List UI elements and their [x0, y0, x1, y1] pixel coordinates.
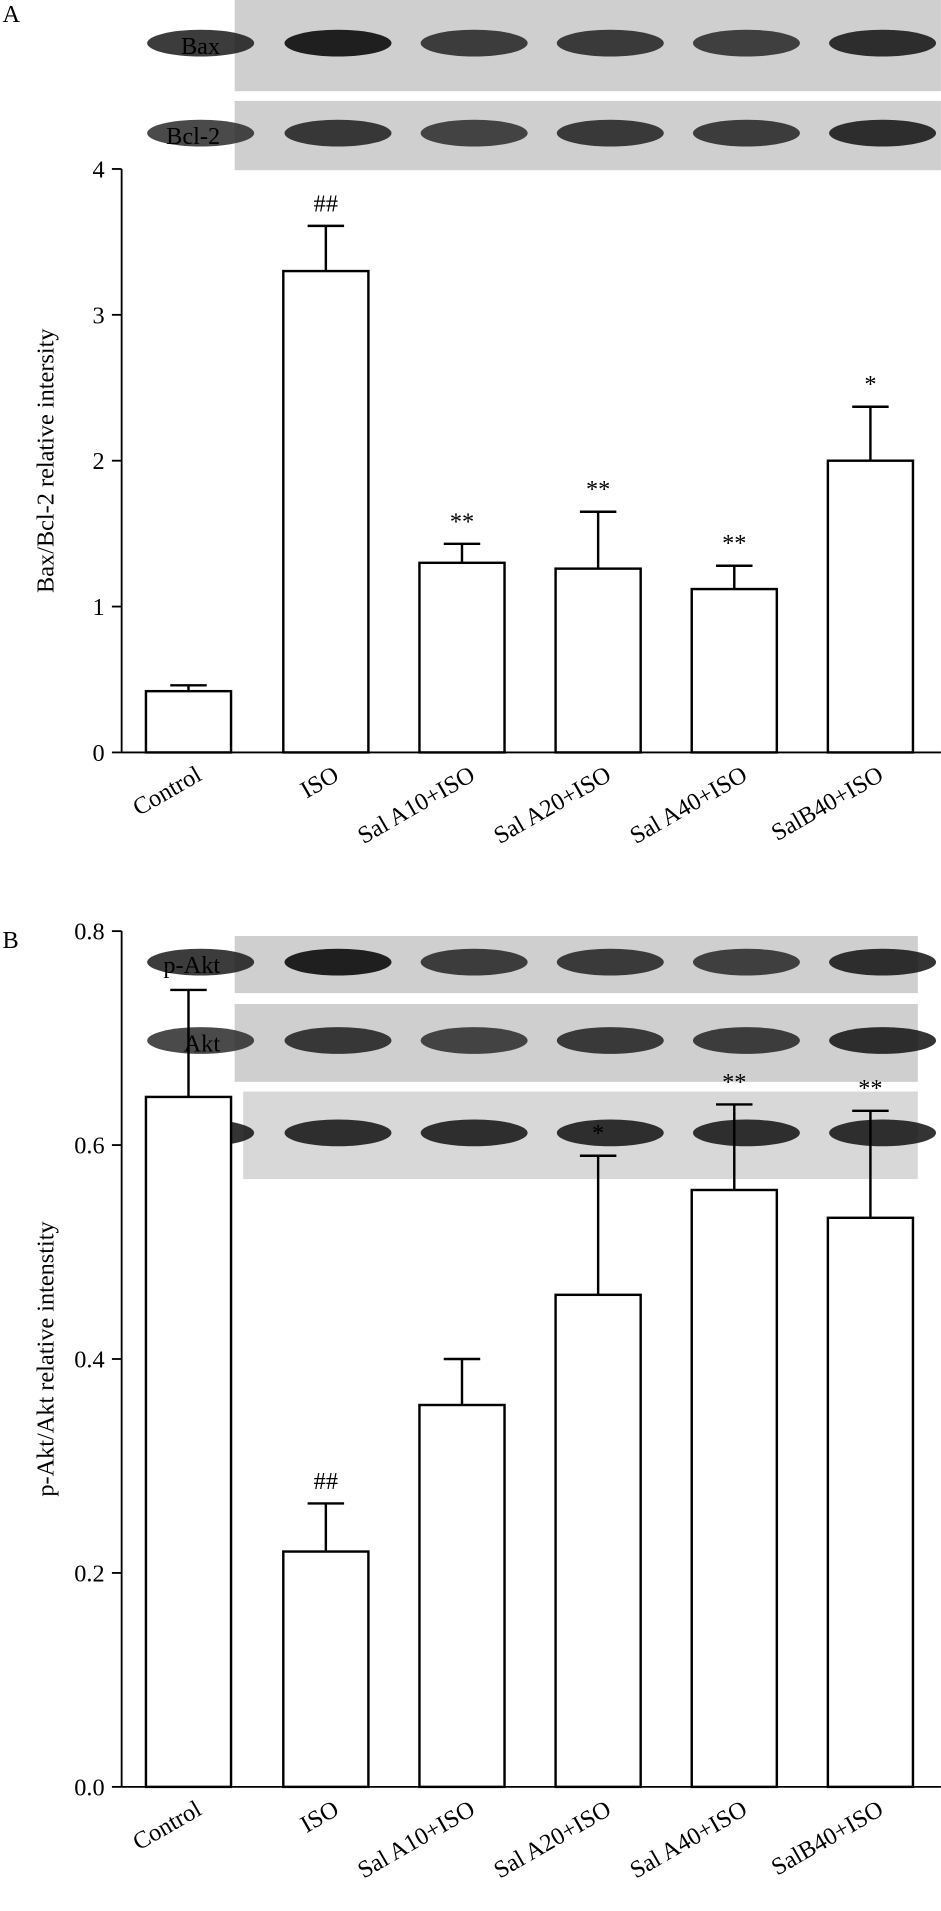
x-tick-label: Sal A40+ISO [625, 1795, 752, 1884]
x-tick-label: SalB40+ISO [767, 761, 888, 847]
significance-label: ** [450, 508, 474, 535]
blot-band [284, 1119, 392, 1147]
y-tick-label: 3 [92, 302, 104, 329]
y-axis-label: Bax/Bcl-2 relative intersity [33, 328, 60, 593]
blot-band [420, 29, 528, 57]
blot-label: Bax [181, 33, 220, 60]
x-tick-label: ISO [296, 1795, 343, 1838]
blot-band [829, 119, 937, 147]
y-tick-label: 0.0 [74, 1774, 104, 1801]
blot-band [420, 1027, 528, 1054]
significance-label: ** [586, 476, 610, 503]
bar [418, 1403, 506, 1789]
blot-band [420, 948, 528, 976]
panel-label: B [3, 927, 19, 954]
significance-label: * [864, 371, 876, 398]
blot-label: p-Akt [163, 952, 220, 979]
x-tick-label: Control [128, 761, 206, 822]
y-tick-label: 0.6 [74, 1133, 104, 1160]
blot-band [284, 948, 392, 976]
blot-band [556, 29, 664, 57]
y-tick-label: 0 [92, 740, 104, 767]
blot-band [556, 119, 664, 147]
blot-band [692, 119, 800, 147]
blot-band [556, 948, 664, 976]
y-tick-label: 2 [92, 448, 104, 475]
bar [690, 587, 779, 754]
x-tick-label: SalB40+ISO [767, 1795, 888, 1881]
y-tick-label: 1 [92, 594, 104, 621]
x-tick-label: Control [128, 1795, 206, 1856]
x-tick-label: ISO [296, 761, 343, 804]
bar [282, 1550, 370, 1789]
significance-label: ** [722, 1069, 746, 1096]
blot-band [692, 1027, 800, 1054]
blot-band [829, 29, 937, 57]
bar [826, 1216, 915, 1789]
blot-label: Bcl-2 [166, 123, 220, 150]
bar [418, 561, 506, 754]
x-tick-label: Sal A20+ISO [489, 761, 616, 850]
bar [282, 269, 370, 754]
blot-band [147, 29, 255, 57]
blot-band [556, 1027, 664, 1054]
bar [144, 1095, 233, 1789]
bar [690, 1188, 779, 1789]
blot-band [147, 948, 255, 976]
blot-band [692, 29, 800, 57]
panel-label: A [3, 1, 21, 28]
y-tick-label: 0.8 [74, 919, 104, 946]
x-tick-label: Sal A10+ISO [353, 761, 480, 850]
x-tick-label: Sal A20+ISO [489, 1795, 616, 1884]
blot-band [556, 1119, 664, 1147]
x-tick-label: Sal A10+ISO [353, 1795, 480, 1884]
bar [554, 567, 642, 754]
significance-label: ## [314, 1468, 338, 1495]
blot-band [829, 1119, 937, 1147]
y-axis-label: p-Akt/Akt relative intenstity [33, 1220, 60, 1496]
blot-band [420, 1119, 528, 1147]
significance-label: ** [722, 530, 746, 557]
blot-band [829, 1027, 937, 1054]
blot-band [284, 119, 392, 147]
blot-band [147, 1027, 255, 1054]
blot-band [284, 29, 392, 57]
y-tick-label: 0.4 [74, 1347, 104, 1374]
blot-band [147, 119, 255, 147]
blot-band [284, 1027, 392, 1054]
blot-label: Akt [184, 1030, 221, 1057]
blot-band [829, 948, 937, 976]
blot-band [692, 1119, 800, 1147]
bar [144, 689, 233, 754]
blot-band [420, 119, 528, 147]
x-tick-label: Sal A40+ISO [625, 761, 752, 850]
y-tick-label: 4 [92, 156, 104, 183]
bar [554, 1293, 642, 1789]
significance-label: ## [314, 190, 338, 217]
significance-label: ** [858, 1075, 882, 1102]
y-tick-label: 0.2 [74, 1560, 104, 1587]
blot-band [692, 948, 800, 976]
bar [826, 459, 915, 754]
significance-label: * [592, 1120, 604, 1147]
